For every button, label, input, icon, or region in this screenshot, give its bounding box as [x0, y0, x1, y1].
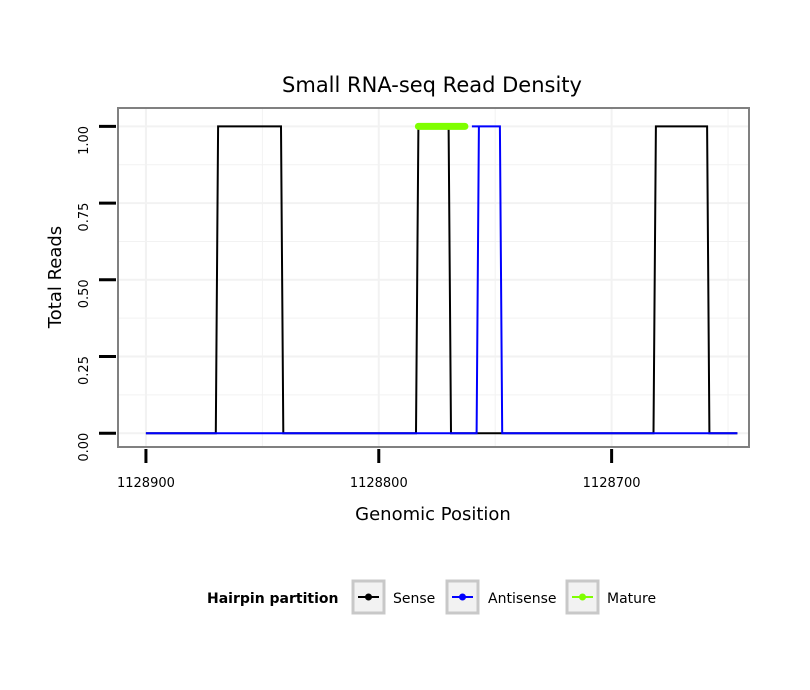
legend-label: Sense — [393, 591, 435, 607]
y-axis: 0.00 0.25 0.50 0.75 1.00 — [77, 124, 116, 462]
y-tick-label: 0.00 — [77, 433, 92, 462]
x-tick-label: 1128800 — [350, 476, 408, 491]
legend-label: Antisense — [488, 591, 557, 607]
legend-label: Mature — [607, 591, 656, 607]
y-tick-label: 0.25 — [77, 356, 92, 385]
x-tick-label: 1128900 — [117, 476, 175, 491]
grid — [118, 108, 749, 447]
x-axis-title: Genomic Position — [355, 504, 511, 525]
x-axis: 1128900 1128800 1128700 — [117, 449, 641, 491]
legend: Hairpin partition Sense Antisense Mature — [207, 579, 656, 615]
chart-title: Small RNA-seq Read Density — [282, 73, 582, 97]
y-tick-label: 0.50 — [77, 279, 92, 308]
y-axis-title: Total Reads — [45, 226, 66, 329]
plot-panel — [117, 107, 750, 448]
y-tick-label: 0.75 — [77, 203, 92, 232]
legend-item-antisense: Antisense — [445, 579, 557, 615]
series-layer — [145, 122, 738, 435]
x-tick-label: 1128700 — [583, 476, 641, 491]
legend-title: Hairpin partition — [207, 591, 338, 607]
legend-item-sense: Sense — [351, 579, 435, 615]
y-tick-label: 1.00 — [77, 126, 92, 155]
legend-item-mature: Mature — [565, 579, 656, 615]
series-line-antisense — [145, 125, 738, 435]
